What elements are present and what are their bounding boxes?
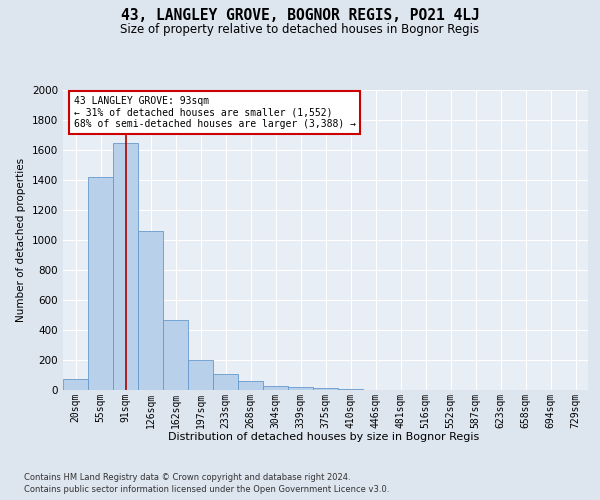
Bar (113, 142, 138, 390)
Bar (138, 231, 163, 390)
Bar (63, 379, 88, 390)
Bar (313, 388, 338, 390)
Bar (238, 381, 263, 390)
Bar (213, 374, 238, 390)
Text: 43, LANGLEY GROVE, BOGNOR REGIS, PO21 4LJ: 43, LANGLEY GROVE, BOGNOR REGIS, PO21 4L… (121, 8, 479, 22)
Text: Size of property relative to detached houses in Bognor Regis: Size of property relative to detached ho… (121, 22, 479, 36)
Text: Contains HM Land Registry data © Crown copyright and database right 2024.: Contains HM Land Registry data © Crown c… (24, 472, 350, 482)
Text: 43 LANGLEY GROVE: 93sqm
← 31% of detached houses are smaller (1,552)
68% of semi: 43 LANGLEY GROVE: 93sqm ← 31% of detache… (74, 96, 355, 129)
Bar (338, 389, 363, 390)
Text: Contains public sector information licensed under the Open Government Licence v3: Contains public sector information licen… (24, 485, 389, 494)
Bar (263, 386, 288, 390)
Bar (188, 360, 213, 390)
Text: Distribution of detached houses by size in Bognor Regis: Distribution of detached houses by size … (169, 432, 479, 442)
Bar (163, 320, 188, 390)
Y-axis label: Number of detached properties: Number of detached properties (16, 158, 26, 322)
Bar (288, 387, 313, 390)
Bar (88, 177, 113, 390)
